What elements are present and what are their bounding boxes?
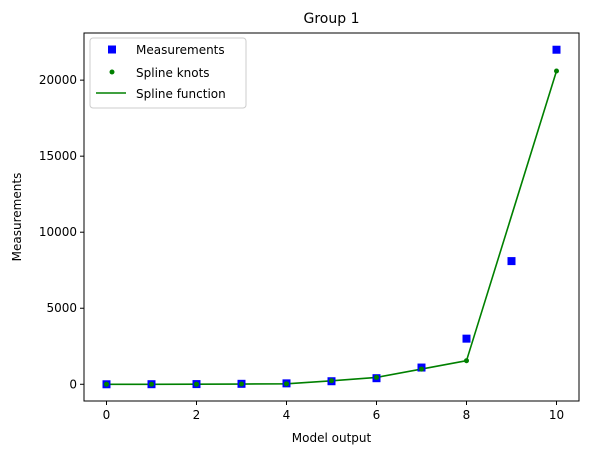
y-axis-ticks: 0 5000 10000 15000 20000 (39, 73, 84, 391)
y-tick-label: 20000 (39, 73, 77, 87)
x-tick-label: 6 (373, 408, 381, 422)
legend: Measurements Spline knots Spline functio… (89, 37, 247, 109)
y-tick-label: 15000 (39, 149, 77, 163)
x-axis-label: Model output (292, 431, 372, 445)
y-tick-label: 0 (69, 377, 77, 391)
plot-frame (83, 32, 580, 402)
x-tick-label: 10 (549, 408, 564, 422)
spline-knot-point (419, 366, 424, 372)
legend-box (89, 37, 247, 109)
spline-knot-point (194, 381, 199, 387)
spline-knot-point (374, 374, 379, 380)
y-tick-label: 5000 (46, 301, 77, 315)
spline-knot-point (554, 68, 559, 74)
legend-label-measurements: Measurements (136, 43, 225, 57)
x-tick-label: 2 (193, 408, 201, 422)
spline-knot-point (284, 381, 289, 387)
y-tick-label: 10000 (39, 225, 77, 239)
spline-knot-point (239, 381, 244, 387)
legend-marker-spline-knots (109, 69, 115, 75)
y-axis-label: Measurements (10, 173, 24, 262)
spline-function-line (106, 70, 558, 386)
legend-label-spline-knots: Spline knots (136, 66, 210, 80)
measurement-point (462, 334, 471, 343)
x-axis-ticks: 0 2 4 6 8 10 (103, 401, 564, 422)
legend-label-spline-function: Spline function (136, 87, 226, 101)
measurement-point (552, 45, 561, 54)
legend-marker-measurements (108, 45, 116, 54)
series-layer (102, 45, 561, 389)
x-tick-label: 8 (463, 408, 471, 422)
spline-knot-point (329, 378, 334, 384)
spline-knot-point (464, 358, 469, 364)
chart-title: Group 1 (304, 11, 360, 27)
x-tick-label: 0 (103, 408, 111, 422)
spline-knot-point (104, 381, 109, 387)
spline-knot-point (149, 381, 154, 387)
measurement-point (507, 257, 516, 266)
x-tick-label: 4 (283, 408, 291, 422)
